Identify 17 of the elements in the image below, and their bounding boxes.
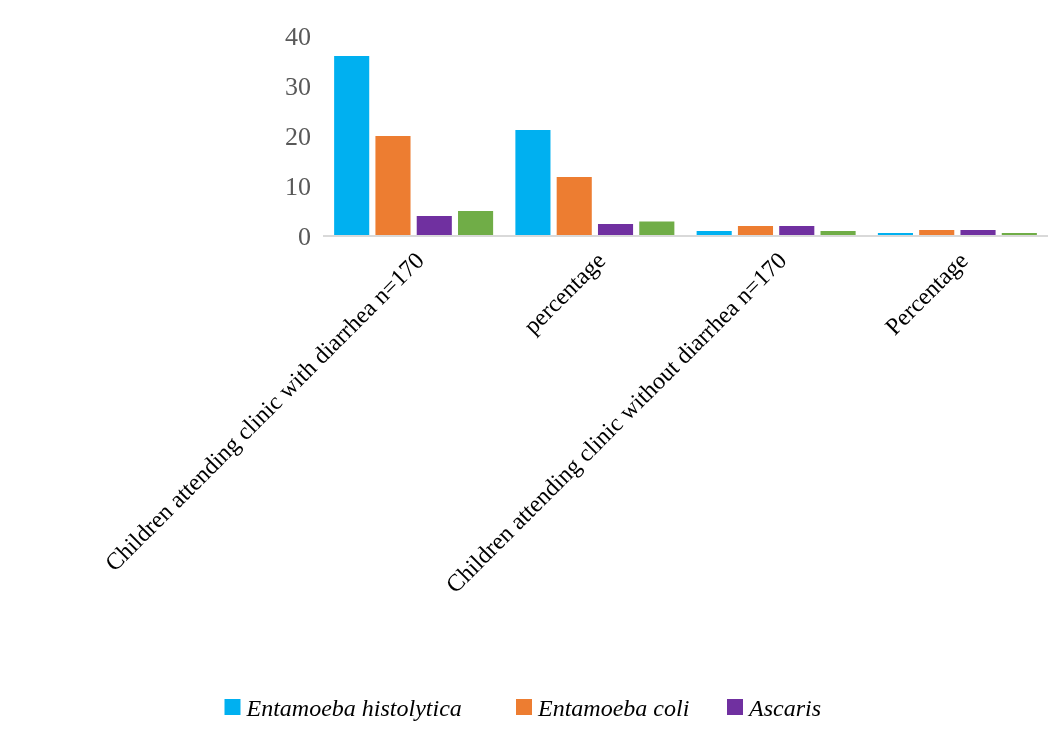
legend-label: Entamoeba coli bbox=[537, 695, 690, 722]
y-tick-label: 30 bbox=[285, 72, 311, 102]
bar bbox=[334, 56, 370, 236]
bar bbox=[597, 224, 634, 236]
bar bbox=[416, 216, 452, 236]
y-tick-label: 40 bbox=[285, 22, 311, 52]
bar bbox=[779, 226, 815, 236]
legend-label: Entamoeba histolytica bbox=[245, 695, 462, 722]
bar bbox=[515, 130, 551, 236]
y-tick-label: 10 bbox=[285, 172, 311, 202]
bar bbox=[556, 177, 592, 236]
bar bbox=[458, 211, 494, 236]
y-tick-label: 0 bbox=[298, 222, 311, 252]
legend-label: Ascaris bbox=[747, 695, 821, 722]
bar bbox=[737, 226, 774, 236]
bar bbox=[375, 136, 411, 236]
y-tick-label: 20 bbox=[285, 122, 311, 152]
